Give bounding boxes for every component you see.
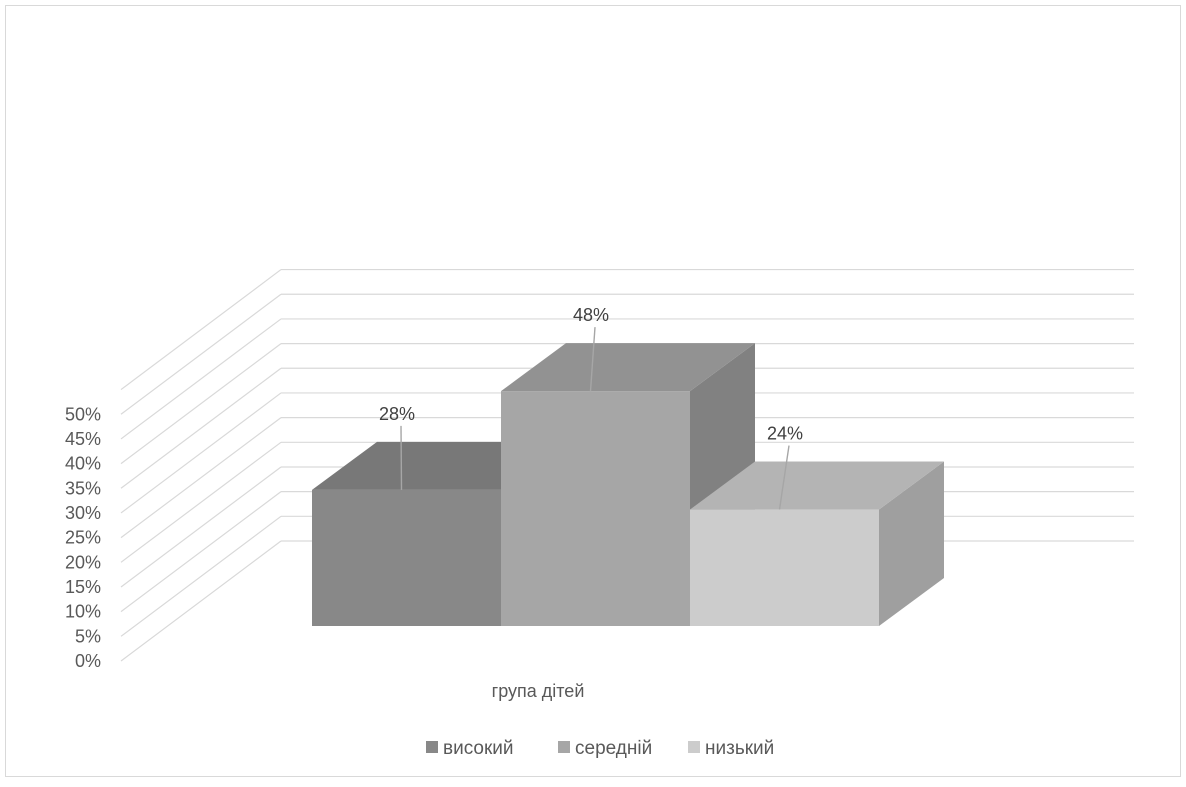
leader-line: [778, 445, 790, 510]
bar-top: [690, 461, 944, 510]
chart: 0% 5% 10% 15% 20% 25% 30% 35% 40% 45% 50% 28% 48% 24…: [5, 5, 1181, 777]
gridline-side: [120, 269, 282, 391]
gridline-side: [120, 466, 282, 588]
gridline-side: [120, 417, 282, 539]
y-axis-ticks: 0% 5% 10% 15% 20% 25% 30% 35% 40% 45% 50%: [65, 404, 101, 671]
legend: високий середній низький: [426, 738, 774, 759]
legend-swatch: [426, 741, 438, 753]
gridline-side: [120, 293, 282, 415]
data-label: 28%: [379, 404, 415, 424]
y-tick-label: 25%: [65, 528, 101, 548]
data-labels: 28% 48% 24%: [379, 305, 803, 510]
bar-3: [690, 461, 944, 626]
leader-line: [400, 425, 403, 490]
y-tick-label: 45%: [65, 429, 101, 449]
y-tick-label: 50%: [65, 404, 101, 424]
gridline-side: [120, 441, 282, 563]
gridline-side: [120, 367, 282, 489]
gridline-side: [120, 491, 282, 613]
gridline-side: [120, 392, 282, 514]
legend-label: високий: [443, 738, 514, 759]
chart-bars: [312, 343, 944, 626]
gridline-side: [120, 515, 282, 637]
legend-item: середній: [558, 738, 652, 759]
y-tick-label: 35%: [65, 478, 101, 498]
gridline-side: [120, 318, 282, 440]
bar-front: [312, 489, 501, 626]
y-tick-label: 5%: [75, 626, 101, 646]
legend-item: високий: [426, 738, 514, 759]
legend-swatch: [558, 741, 570, 753]
legend-label: низький: [705, 738, 774, 759]
bar-front: [690, 509, 879, 626]
y-tick-label: 10%: [65, 602, 101, 622]
data-label: 48%: [573, 305, 609, 325]
bar-top: [501, 343, 755, 392]
y-tick-label: 15%: [65, 577, 101, 597]
y-tick-label: 30%: [65, 503, 101, 523]
y-tick-label: 40%: [65, 454, 101, 474]
x-axis-category: група дітей: [492, 681, 585, 701]
data-label: 24%: [767, 424, 803, 444]
legend-item: низький: [688, 738, 774, 759]
bar-side: [879, 461, 944, 626]
category-label: група дітей: [492, 681, 585, 701]
bar-front: [501, 391, 690, 626]
legend-swatch: [688, 741, 700, 753]
legend-label: середній: [575, 738, 652, 759]
gridline-side: [120, 540, 282, 662]
gridline-side: [120, 343, 282, 465]
leader-line: [589, 327, 596, 392]
chart-plot: 0% 5% 10% 15% 20% 25% 30% 35% 40% 45% 50% 28% 48% 24…: [65, 268, 1134, 759]
y-tick-label: 0%: [75, 651, 101, 671]
y-tick-label: 20%: [65, 552, 101, 572]
